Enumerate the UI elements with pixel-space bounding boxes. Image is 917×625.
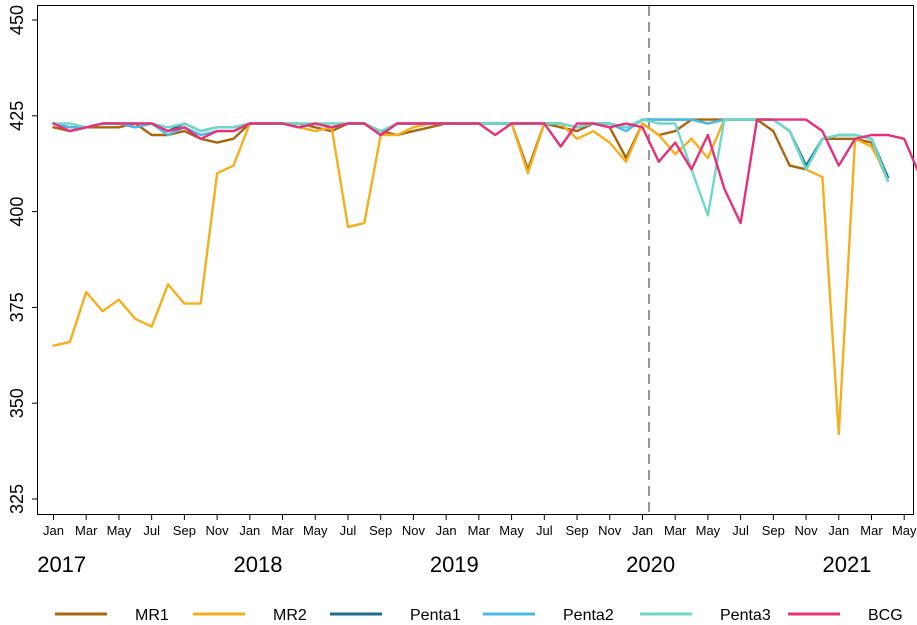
year-label: 2017 xyxy=(37,552,86,577)
x-tick-label: Jul xyxy=(536,523,553,538)
year-label: 2020 xyxy=(626,552,675,577)
plot-frame xyxy=(37,5,914,515)
x-tick-label: Jul xyxy=(732,523,749,538)
x-tick-label: May xyxy=(107,523,132,538)
x-tick-label: Jan xyxy=(632,523,653,538)
y-tick-label: 450 xyxy=(7,5,27,35)
y-tick-label: 425 xyxy=(7,101,27,131)
year-label: 2019 xyxy=(430,552,479,577)
x-tick-label: Jul xyxy=(340,523,357,538)
year-labels: 2017 2018 2019 2020 2021 xyxy=(37,552,871,577)
legend-label-penta2: Penta2 xyxy=(563,607,614,624)
x-tick-label: May xyxy=(696,523,721,538)
x-tick-label: Jan xyxy=(828,523,849,538)
x-tick-label: Nov xyxy=(402,523,426,538)
y-tick-label: 325 xyxy=(7,484,27,514)
x-tick-label: Nov xyxy=(794,523,818,538)
x-tick-label: Jan xyxy=(436,523,457,538)
x-tick-label: Nov xyxy=(598,523,622,538)
x-tick-label: Jan xyxy=(43,523,64,538)
y-tick-label: 350 xyxy=(7,388,27,418)
x-tick-label: May xyxy=(303,523,328,538)
series-line-mr2 xyxy=(52,118,890,436)
legend-label-penta3: Penta3 xyxy=(720,607,771,624)
y-tick-label: 375 xyxy=(7,292,27,322)
x-tick-label: Sep xyxy=(369,523,392,538)
y-tick-label: 400 xyxy=(7,197,27,227)
x-tick-label: Sep xyxy=(173,523,196,538)
x-tick-label: May xyxy=(892,523,917,538)
x-tick-label: May xyxy=(499,523,524,538)
series-line-penta3 xyxy=(52,118,890,217)
y-axis: 325 350 375 400 425 450 xyxy=(7,5,38,514)
x-tick-label: Jul xyxy=(143,523,160,538)
x-tick-label: Mar xyxy=(860,523,883,538)
year-label: 2018 xyxy=(234,552,283,577)
legend: MR1 MR2 Penta1 Penta2 Penta3 BCG xyxy=(55,607,903,624)
x-tick-label: Jan xyxy=(239,523,260,538)
x-tick-label: Mar xyxy=(468,523,491,538)
x-tick-label: Mar xyxy=(75,523,98,538)
series-line-bcg xyxy=(52,118,917,225)
x-tick-label: Sep xyxy=(565,523,588,538)
legend-label-penta1: Penta1 xyxy=(410,607,461,624)
x-tick-label: Mar xyxy=(271,523,294,538)
legend-label-bcg: BCG xyxy=(868,607,903,624)
x-tick-label: Mar xyxy=(664,523,687,538)
series-lines xyxy=(52,118,917,436)
year-label: 2021 xyxy=(822,552,871,577)
x-tick-label: Sep xyxy=(762,523,785,538)
x-tick-label: Nov xyxy=(206,523,230,538)
x-axis: Jan Mar May Jul Sep Nov Jan Mar May Jul Sep Nov Jan M… xyxy=(43,514,917,538)
legend-label-mr2: MR2 xyxy=(273,607,307,624)
legend-label-mr1: MR1 xyxy=(135,607,169,624)
